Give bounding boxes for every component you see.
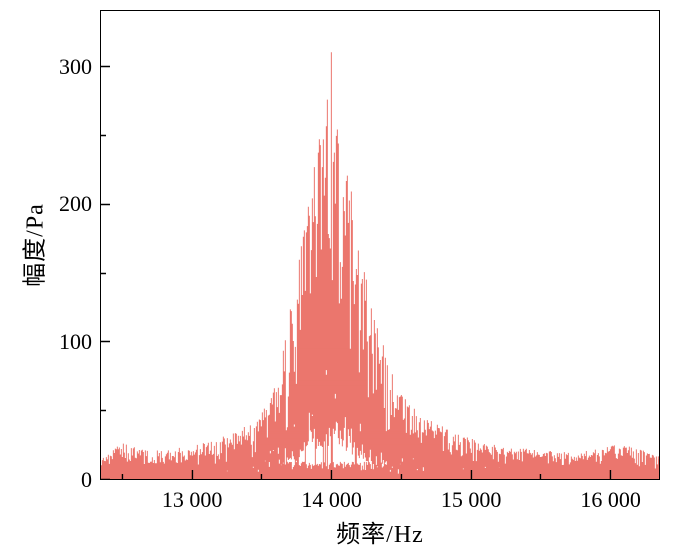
y-tick-label: 200 xyxy=(59,191,92,217)
y-tick-label: 0 xyxy=(81,466,92,492)
x-tick-label: 13 000 xyxy=(161,487,223,512)
y-tick-label: 300 xyxy=(59,53,92,79)
x-tick-label: 14 000 xyxy=(301,487,362,512)
spectrum-series-canvas xyxy=(101,11,659,479)
x-axis-label: 频率/Hz xyxy=(336,522,424,548)
plot-area xyxy=(100,10,660,480)
y-tick-label: 100 xyxy=(59,328,92,354)
x-tick-label: 15 000 xyxy=(440,487,502,512)
x-tick-label: 16 000 xyxy=(580,487,641,512)
